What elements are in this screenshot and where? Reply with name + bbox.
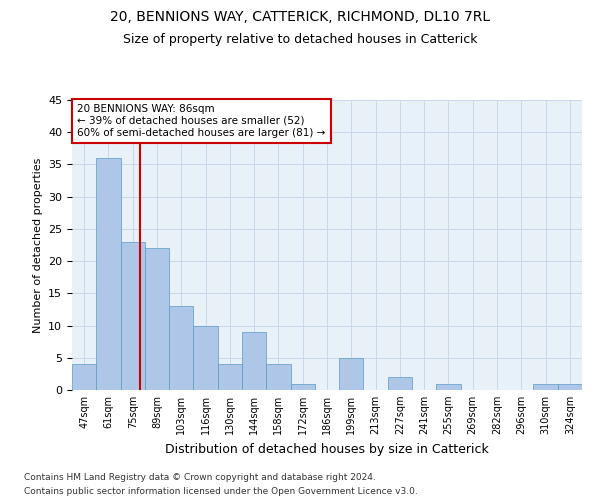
Bar [558, 384, 582, 390]
Bar [218, 364, 242, 390]
Bar [193, 326, 218, 390]
Bar [266, 364, 290, 390]
Bar [290, 384, 315, 390]
Bar [72, 364, 96, 390]
Y-axis label: Number of detached properties: Number of detached properties [32, 158, 43, 332]
Bar [339, 358, 364, 390]
Text: Size of property relative to detached houses in Catterick: Size of property relative to detached ho… [123, 32, 477, 46]
Bar [533, 384, 558, 390]
Bar [388, 377, 412, 390]
Bar [145, 248, 169, 390]
Bar [121, 242, 145, 390]
Bar [169, 306, 193, 390]
Bar [242, 332, 266, 390]
Bar [436, 384, 461, 390]
Text: 20 BENNIONS WAY: 86sqm
← 39% of detached houses are smaller (52)
60% of semi-det: 20 BENNIONS WAY: 86sqm ← 39% of detached… [77, 104, 325, 138]
Bar [96, 158, 121, 390]
Text: Distribution of detached houses by size in Catterick: Distribution of detached houses by size … [165, 442, 489, 456]
Text: Contains HM Land Registry data © Crown copyright and database right 2024.: Contains HM Land Registry data © Crown c… [24, 472, 376, 482]
Text: Contains public sector information licensed under the Open Government Licence v3: Contains public sector information licen… [24, 488, 418, 496]
Text: 20, BENNIONS WAY, CATTERICK, RICHMOND, DL10 7RL: 20, BENNIONS WAY, CATTERICK, RICHMOND, D… [110, 10, 490, 24]
